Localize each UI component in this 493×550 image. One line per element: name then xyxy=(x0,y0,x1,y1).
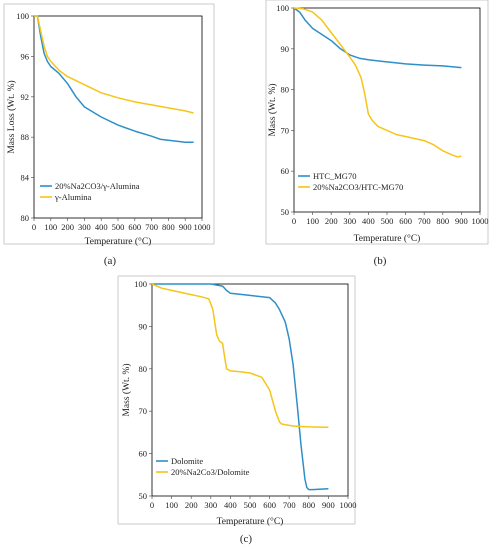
panel-label: (c) xyxy=(240,533,253,545)
x-tick-label: 300 xyxy=(343,216,356,226)
x-tick-label: 900 xyxy=(322,500,335,510)
y-tick-label: 90 xyxy=(139,321,148,331)
y-axis-label: Mass Loss (Wt. %) xyxy=(6,80,17,153)
x-tick-label: 300 xyxy=(78,222,91,232)
x-tick-label: 200 xyxy=(185,500,198,510)
x-axis-label: Temperature (°C) xyxy=(354,233,421,244)
y-tick-label: 50 xyxy=(281,207,290,217)
series-line-2 xyxy=(34,15,194,114)
x-tick-label: 500 xyxy=(381,216,394,226)
x-tick-label: 0 xyxy=(150,500,154,510)
legend-entry-1: Dolomite xyxy=(171,456,203,466)
x-tick-label: 300 xyxy=(204,500,217,510)
y-tick-label: 70 xyxy=(139,406,148,416)
x-axis-label: Temperature (°C) xyxy=(217,516,284,527)
series-line-2 xyxy=(293,7,462,158)
y-tick-label: 100 xyxy=(276,3,289,13)
legend-entry-1: HTC_MG70 xyxy=(313,171,356,181)
legend-entry-2: 20%Na2CO3/HTC-MG70 xyxy=(313,182,403,192)
y-axis-label: Mass (Wt. %) xyxy=(267,83,278,136)
y-tick-label: 88 xyxy=(21,132,30,142)
x-tick-label: 100 xyxy=(306,216,319,226)
x-tick-label: 400 xyxy=(95,222,108,232)
x-tick-label: 800 xyxy=(162,222,175,232)
x-tick-label: 200 xyxy=(325,216,338,226)
x-tick-label: 900 xyxy=(179,222,192,232)
y-tick-label: 60 xyxy=(139,449,148,459)
y-tick-label: 60 xyxy=(281,166,290,176)
x-tick-label: 600 xyxy=(128,222,141,232)
x-tick-label: 200 xyxy=(61,222,74,232)
x-tick-label: 100 xyxy=(165,500,178,510)
x-tick-label: 900 xyxy=(455,216,468,226)
y-tick-label: 100 xyxy=(16,11,29,21)
legend-entry-2: 20%Na2Co3/Dolomite xyxy=(171,467,250,477)
series-line-2 xyxy=(151,283,329,429)
x-tick-label: 1000 xyxy=(340,500,357,510)
y-tick-label: 100 xyxy=(134,279,147,289)
x-tick-label: 700 xyxy=(283,500,296,510)
chart-panel-2: 0 100 200 300 400 500 600 700 800 900 1000 50 60 70 80… xyxy=(265,0,489,267)
x-tick-label: 400 xyxy=(362,216,375,226)
legend-entry-1: 20%Na2CO3/γ-Alumina xyxy=(55,181,140,191)
x-tick-label: 700 xyxy=(145,222,158,232)
y-tick-label: 70 xyxy=(281,125,290,135)
y-tick-label: 96 xyxy=(21,51,30,61)
x-tick-label: 1000 xyxy=(472,216,489,226)
x-tick-label: 100 xyxy=(44,222,57,232)
chart-frame xyxy=(117,275,356,525)
chart-panel-3: 0 100 200 300 400 500 600 700 800 900 1000 50 60 70 80… xyxy=(117,275,357,545)
x-tick-label: 700 xyxy=(418,216,431,226)
x-tick-label: 0 xyxy=(32,222,36,232)
legend-entry-2: γ-Alumina xyxy=(54,192,92,202)
y-tick-label: 92 xyxy=(21,92,30,102)
y-tick-label: 80 xyxy=(139,364,148,374)
x-tick-label: 800 xyxy=(436,216,449,226)
x-axis-label: Temperature (°C) xyxy=(85,236,152,247)
series-line-1 xyxy=(293,7,462,69)
x-tick-label: 600 xyxy=(263,500,276,510)
x-tick-label: 0 xyxy=(292,216,296,226)
panel-label: (a) xyxy=(104,255,117,267)
y-axis-label: Mass (Wt. %) xyxy=(121,363,132,416)
chart-panel-1: 0 100 200 300 400 500 600 700 800 900 1000 80 84 88 92… xyxy=(3,3,215,267)
chart-frame xyxy=(3,3,215,245)
series-line-1 xyxy=(34,15,194,144)
x-tick-label: 500 xyxy=(112,222,125,232)
y-tick-label: 90 xyxy=(281,44,290,54)
x-tick-label: 1000 xyxy=(194,222,211,232)
panel-label: (b) xyxy=(374,255,387,267)
x-tick-label: 400 xyxy=(224,500,237,510)
y-tick-label: 80 xyxy=(281,85,290,95)
series-line-1 xyxy=(152,283,329,491)
y-tick-label: 80 xyxy=(21,213,30,223)
y-tick-label: 84 xyxy=(21,173,30,183)
x-tick-label: 600 xyxy=(399,216,412,226)
y-tick-label: 50 xyxy=(139,491,148,501)
chart-frame xyxy=(265,0,489,245)
x-tick-label: 500 xyxy=(244,500,257,510)
x-tick-label: 800 xyxy=(302,500,315,510)
